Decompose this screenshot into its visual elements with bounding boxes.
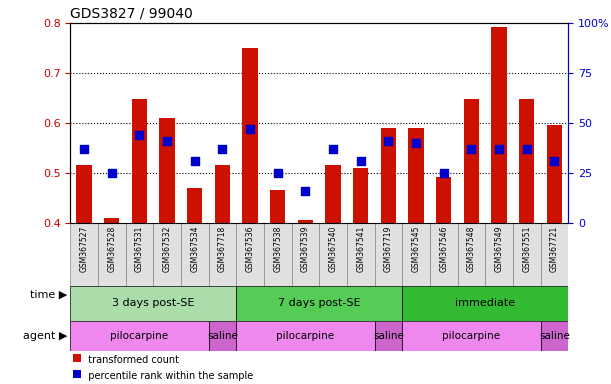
- Bar: [236, 223, 264, 286]
- Bar: [70, 321, 208, 351]
- Bar: [547, 125, 562, 223]
- Point: [384, 138, 393, 144]
- Point: [79, 146, 89, 152]
- Point: [494, 146, 504, 152]
- Text: GSM367541: GSM367541: [356, 226, 365, 272]
- Bar: [76, 166, 92, 223]
- Bar: [98, 223, 126, 286]
- Bar: [402, 321, 541, 351]
- Bar: [126, 223, 153, 286]
- Bar: [208, 321, 236, 351]
- Point: [301, 188, 310, 194]
- Bar: [104, 218, 119, 223]
- Bar: [458, 223, 485, 286]
- Point: [328, 146, 338, 152]
- Text: GSM367534: GSM367534: [190, 226, 199, 272]
- Bar: [430, 223, 458, 286]
- Bar: [541, 321, 568, 351]
- Text: saline: saline: [207, 331, 238, 341]
- Text: GSM367539: GSM367539: [301, 226, 310, 272]
- Text: GSM367528: GSM367528: [108, 226, 116, 272]
- Text: GSM367546: GSM367546: [439, 226, 448, 272]
- Bar: [464, 99, 479, 223]
- Text: GSM367548: GSM367548: [467, 226, 476, 272]
- Point: [190, 158, 200, 164]
- Text: 3 days post-SE: 3 days post-SE: [112, 298, 194, 308]
- Bar: [215, 166, 230, 223]
- Bar: [270, 190, 285, 223]
- Bar: [132, 99, 147, 223]
- Text: GSM367718: GSM367718: [218, 226, 227, 272]
- Text: GSM367551: GSM367551: [522, 226, 531, 272]
- Bar: [381, 128, 396, 223]
- Text: GSM367540: GSM367540: [329, 226, 338, 272]
- Bar: [159, 118, 175, 223]
- Text: GSM367531: GSM367531: [135, 226, 144, 272]
- Bar: [243, 48, 258, 223]
- Bar: [236, 321, 375, 351]
- Bar: [409, 128, 423, 223]
- Point: [467, 146, 477, 152]
- Point: [522, 146, 532, 152]
- Text: percentile rank within the sample: percentile rank within the sample: [82, 371, 254, 381]
- Text: saline: saline: [373, 331, 404, 341]
- Text: pilocarpine: pilocarpine: [111, 331, 169, 341]
- Bar: [491, 26, 507, 223]
- Bar: [70, 286, 236, 321]
- Text: GSM367719: GSM367719: [384, 226, 393, 272]
- Point: [134, 132, 144, 138]
- Text: GSM367538: GSM367538: [273, 226, 282, 272]
- Bar: [353, 168, 368, 223]
- Point: [273, 170, 283, 176]
- Bar: [375, 223, 402, 286]
- Bar: [181, 223, 208, 286]
- Text: GSM367532: GSM367532: [163, 226, 172, 272]
- Point: [107, 170, 117, 176]
- Text: GSM367536: GSM367536: [246, 226, 255, 272]
- Text: immediate: immediate: [455, 298, 515, 308]
- Bar: [436, 177, 452, 223]
- Text: 7 days post-SE: 7 days post-SE: [278, 298, 360, 308]
- Bar: [513, 223, 541, 286]
- Text: pilocarpine: pilocarpine: [276, 331, 334, 341]
- Point: [356, 158, 365, 164]
- Bar: [402, 223, 430, 286]
- Bar: [291, 223, 320, 286]
- Bar: [187, 188, 202, 223]
- Point: [245, 126, 255, 132]
- Point: [411, 140, 421, 146]
- Text: GSM367721: GSM367721: [550, 226, 559, 272]
- Bar: [70, 223, 98, 286]
- Point: [162, 138, 172, 144]
- Text: transformed count: transformed count: [82, 355, 180, 365]
- Bar: [264, 223, 291, 286]
- Bar: [236, 286, 402, 321]
- Text: GSM367527: GSM367527: [79, 226, 89, 272]
- Bar: [347, 223, 375, 286]
- Text: pilocarpine: pilocarpine: [442, 331, 500, 341]
- Bar: [519, 99, 535, 223]
- Text: time ▶: time ▶: [30, 290, 67, 300]
- Bar: [375, 321, 402, 351]
- Text: agent ▶: agent ▶: [23, 331, 67, 341]
- Text: GDS3827 / 99040: GDS3827 / 99040: [70, 7, 193, 20]
- Point: [218, 146, 227, 152]
- Text: GSM367549: GSM367549: [494, 226, 503, 272]
- Bar: [485, 223, 513, 286]
- Bar: [326, 166, 341, 223]
- Bar: [208, 223, 236, 286]
- Point: [549, 158, 559, 164]
- Bar: [541, 223, 568, 286]
- Text: saline: saline: [539, 331, 570, 341]
- Bar: [153, 223, 181, 286]
- Bar: [402, 286, 568, 321]
- Bar: [320, 223, 347, 286]
- Point: [439, 170, 448, 176]
- Bar: [298, 220, 313, 223]
- Text: GSM367545: GSM367545: [412, 226, 420, 272]
